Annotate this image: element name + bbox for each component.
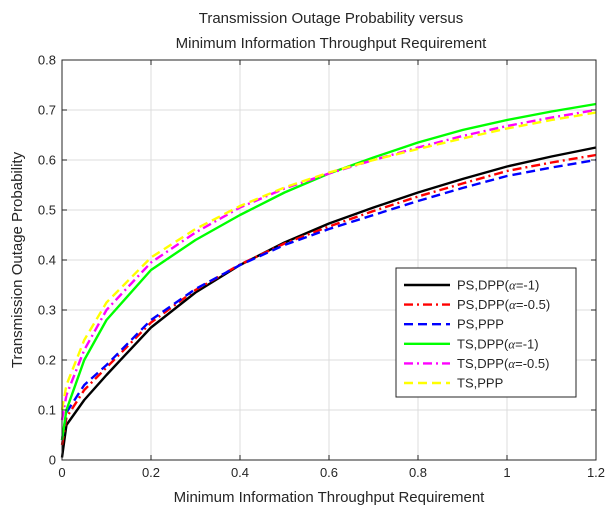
y-tick-label: 0 (49, 453, 56, 468)
legend: PS,DPP(α=-1) PS,DPP(α=-0.5) PS,PPP TS,DPP(α… (395, 267, 577, 398)
ticks: 0 0.2 0.4 0.6 0.8 1 1.2 0 0.1 0.2 0.3 0.4 0.5 0.6 0.7 0… (38, 53, 605, 481)
series-line-5 (60, 108, 597, 421)
series-line-2 (60, 153, 597, 446)
x-tick-label: 0.8 (409, 465, 427, 480)
legend-box (395, 267, 577, 398)
y-tick-label: 0.4 (38, 253, 56, 268)
legend-label-2: PS,DPP(α=-0.5) (457, 297, 550, 312)
legend-label-3: PS,PPP (457, 317, 504, 332)
y-tick-label: 0.7 (38, 103, 56, 118)
y-tick-label: 0.1 (38, 403, 56, 418)
x-tick-label: 0.4 (231, 465, 249, 480)
legend-label-1: PS,DPP(α=-1) (457, 278, 539, 293)
y-tick-label: 0.6 (38, 153, 56, 168)
x-tick-label: 1.2 (587, 465, 605, 480)
y-tick-label: 0.5 (38, 203, 56, 218)
series-layer (60, 102, 597, 458)
chart-title-line-1: Transmission Outage Probability versus (199, 10, 464, 27)
x-axis-label: Minimum Information Throughput Requireme… (174, 489, 486, 506)
y-tick-label: 0.8 (38, 53, 56, 68)
series-line-4 (60, 102, 597, 441)
y-tick-label: 0.3 (38, 303, 56, 318)
y-axis-label: Transmission Outage Probability (9, 151, 26, 368)
legend-label-6: TS,PPP (457, 376, 503, 391)
x-tick-label: 0.2 (142, 465, 160, 480)
legend-label-4: TS,DPP(α=-1) (457, 336, 539, 351)
series-line-6 (60, 111, 597, 411)
chart-title-line-2: Minimum Information Throughput Requireme… (176, 35, 488, 52)
x-tick-label: 0.6 (320, 465, 338, 480)
series-line-3 (60, 158, 597, 441)
y-tick-label: 0.2 (38, 353, 56, 368)
x-tick-label: 0 (58, 465, 65, 480)
legend-label-5: TS,DPP(α=-0.5) (457, 356, 549, 371)
x-tick-label: 1 (503, 465, 510, 480)
